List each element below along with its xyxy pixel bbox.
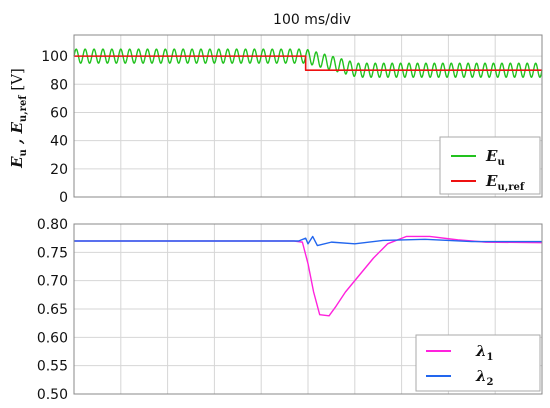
- bottom-y-tick-label: 0.60: [37, 330, 68, 346]
- bottom-legend: λ1 λ2: [415, 334, 541, 392]
- top-y-tick-label: 40: [50, 134, 68, 150]
- top-y-tick-label: 0: [59, 190, 68, 206]
- top-plot-frame: [73, 34, 543, 198]
- bottom-y-tick-label: 0.80: [37, 217, 68, 233]
- top-series-layer: [73, 48, 543, 78]
- legend-label-lambda2: λ2: [475, 367, 494, 388]
- top-y-tick-label: 80: [50, 77, 68, 93]
- chart-title: 100 ms/div: [273, 12, 351, 28]
- top-y-axis-label: Eu , Eu,ref [V]: [8, 68, 29, 169]
- bottom-series-layer: [74, 235, 543, 317]
- bottom-legend-box: [415, 334, 541, 392]
- bottom-y-tick-label: 0.55: [37, 359, 68, 375]
- bottom-y-tick-label: 0.50: [37, 387, 68, 403]
- legend-label-euref: Eu,ref: [485, 172, 525, 193]
- legend-label-eu: Eu: [485, 147, 505, 168]
- top-legend: Eu Eu,ref: [439, 136, 541, 195]
- bottom-series-line-1: [74, 235, 542, 247]
- bottom-y-tick-labels: 0.50 0.55 0.60 0.65 0.70 0.75 0.80: [37, 217, 68, 403]
- top-y-tick-label: 60: [50, 105, 68, 121]
- legend-label-lambda1: λ1: [475, 342, 494, 363]
- top-y-tick-label: 100: [41, 49, 68, 65]
- bottom-plot-frame: [73, 223, 543, 395]
- bottom-y-tick-label: 0.75: [37, 245, 68, 261]
- top-series-line-1: [74, 55, 542, 72]
- bottom-series-line-0: [74, 235, 543, 317]
- bottom-chart-panel: 0.50 0.55 0.60 0.65 0.70 0.75 0.80 λ1 λ2: [37, 217, 543, 403]
- top-legend-box: [439, 136, 541, 195]
- top-y-tick-label: 20: [50, 162, 68, 178]
- top-chart-panel: 0 20 40 60 80 100 Eu , Eu,ref [V] Eu Eu,ref: [8, 34, 543, 206]
- top-y-tick-labels: 0 20 40 60 80 100: [41, 49, 68, 206]
- bottom-y-tick-label: 0.65: [37, 302, 68, 318]
- bottom-y-tick-label: 0.70: [37, 274, 68, 290]
